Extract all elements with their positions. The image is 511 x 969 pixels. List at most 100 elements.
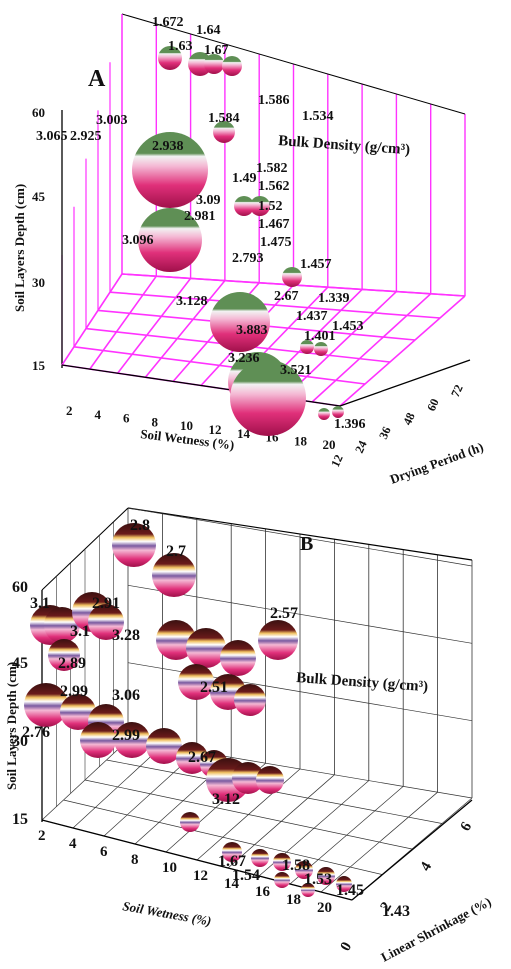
data-label: 1.49 (232, 171, 257, 186)
bubble (250, 196, 270, 216)
bubble (152, 553, 196, 597)
data-label: 1.45 (336, 882, 364, 899)
y-tick-label: 15 (32, 358, 46, 373)
panel-b-ylabel: Soil Layers Depth (cm) (4, 662, 19, 790)
panel-b-xlabel: Soil Wetness (%) (121, 898, 212, 928)
y-tick-label: 60 (32, 105, 45, 120)
bubble (234, 684, 266, 716)
z-tick-label: 0 (338, 940, 356, 954)
y-tick-label: 30 (12, 733, 28, 750)
data-label: 2.793 (232, 251, 264, 266)
panel-a-label: A (88, 66, 106, 92)
z-tick-label: 72 (448, 382, 466, 399)
data-label: 1.562 (258, 179, 290, 194)
grid-line (84, 779, 413, 850)
data-label: 1.401 (304, 329, 336, 344)
x-tick-label: 2 (38, 828, 46, 844)
z-tick-label: 12 (328, 452, 346, 469)
bubble (158, 46, 182, 70)
data-label: 3.883 (236, 323, 268, 338)
data-label: 2.76 (22, 724, 50, 741)
bubble (178, 664, 214, 700)
x-tick-label: 6 (123, 411, 130, 426)
data-label: 2.51 (200, 679, 228, 696)
bubble (156, 620, 196, 660)
x-tick-label: 12 (209, 422, 222, 437)
data-label: 2.938 (152, 139, 184, 154)
data-label: 1.43 (382, 903, 410, 920)
x-tick-label: 10 (162, 860, 177, 876)
data-label: 1.339 (318, 291, 350, 306)
data-label: 2.67 (188, 749, 216, 766)
bubble (186, 628, 226, 668)
x-tick-label: 4 (95, 407, 102, 422)
bubble (220, 640, 256, 676)
x-tick-label: 12 (193, 868, 208, 884)
data-label: 1.67 (204, 43, 229, 58)
data-label: 3.06 (112, 687, 140, 704)
bubble (132, 132, 208, 208)
grid-line (127, 507, 473, 567)
z-tick-label: 6 (458, 819, 476, 834)
bubble (232, 762, 264, 794)
data-label: 2.8 (130, 517, 150, 534)
grid-line (109, 291, 441, 319)
grid-line (339, 295, 466, 407)
z-tick-label: 36 (376, 424, 394, 441)
data-label: 3.065 (36, 129, 68, 144)
grid-line (311, 293, 432, 403)
x-tick-label: 20 (317, 900, 332, 916)
data-label: 3.236 (228, 351, 260, 366)
z-tick-label: 48 (400, 410, 418, 427)
y-tick-label: 30 (32, 275, 45, 290)
data-label: 3.1 (70, 623, 90, 640)
bubble (300, 340, 314, 354)
data-label: 3.096 (122, 233, 154, 248)
data-label: 1.475 (260, 235, 292, 250)
data-label: 2.89 (58, 655, 86, 672)
data-label: 1.53 (304, 871, 332, 888)
x-tick-label: 18 (286, 892, 301, 908)
bubble (230, 360, 306, 436)
bubble (210, 292, 270, 352)
bubble (180, 812, 200, 832)
data-label: 1.584 (208, 111, 240, 126)
bubble (295, 861, 313, 879)
x-tick-label: 16 (255, 884, 271, 900)
bubble (336, 876, 352, 892)
bubble (282, 267, 302, 287)
bubble (332, 406, 344, 418)
data-label: 1.54 (232, 867, 260, 884)
data-label: 2.67 (274, 289, 299, 304)
grid-line (73, 346, 366, 385)
bubble (258, 620, 298, 660)
data-label: 3.003 (96, 113, 128, 128)
data-label: 3.28 (112, 627, 140, 644)
panel-b-bubbles (24, 523, 352, 897)
bubble (60, 694, 96, 730)
x-axis (41, 819, 353, 901)
grid-line (89, 275, 157, 370)
panel-b-label: B (300, 533, 313, 555)
data-label: 1.534 (302, 109, 334, 124)
grid-line (61, 273, 123, 366)
data-label: 1.64 (196, 23, 221, 38)
grid-line (116, 277, 192, 374)
data-label: 2.99 (112, 727, 140, 744)
data-label: 1.467 (258, 217, 290, 232)
bubble (114, 722, 150, 758)
data-label: 3.521 (280, 363, 312, 378)
bubble (317, 867, 335, 885)
x-tick-label: 10 (180, 418, 193, 433)
data-label: 1.52 (258, 199, 283, 214)
x-tick-label: 4 (69, 836, 77, 852)
y-tick-label: 45 (32, 189, 46, 204)
bubble (176, 742, 208, 774)
data-label: 2.99 (60, 683, 88, 700)
x-tick-label: 2 (66, 403, 73, 418)
